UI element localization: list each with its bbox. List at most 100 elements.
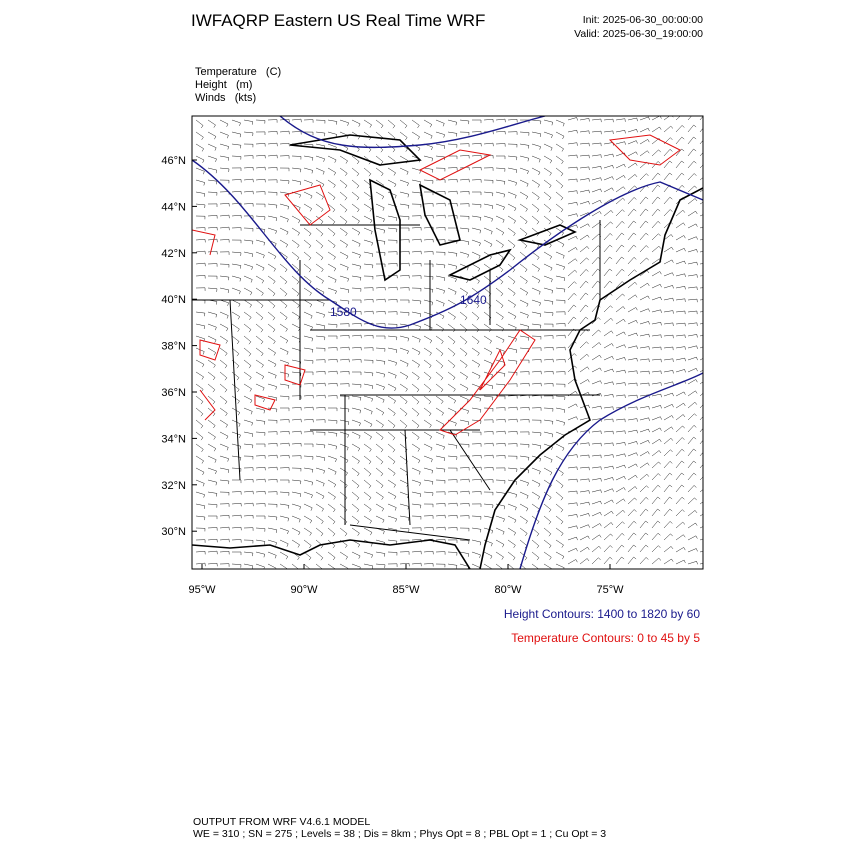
wind-barb: [579, 341, 589, 349]
wind-barb: [423, 155, 434, 162]
wind-barb: [543, 191, 552, 201]
wind-barb: [531, 251, 540, 260]
wind-barb: [243, 515, 254, 519]
wind-barb: [507, 203, 517, 212]
wind-barb: [315, 251, 324, 261]
wind-barb: [591, 430, 602, 435]
wind-barb: [279, 383, 290, 389]
wind-barb: [243, 323, 252, 333]
wind-barb: [519, 215, 528, 225]
wind-barb: [219, 503, 230, 507]
wind-barb: [219, 455, 229, 462]
wind-barb: [543, 395, 554, 399]
wind-barb: [339, 203, 348, 213]
wind-barb: [351, 503, 360, 513]
wind-barb: [351, 491, 360, 501]
wind-barb: [663, 234, 674, 241]
wind-barb: [339, 491, 348, 501]
wind-barb: [555, 359, 566, 363]
wind-barb: [555, 203, 564, 213]
wind-barb: [567, 490, 578, 495]
wind-barb: [651, 220, 661, 229]
wind-barb: [471, 154, 482, 159]
wind-barb: [663, 358, 674, 362]
wind-barb: [651, 370, 662, 375]
wind-barb: [639, 161, 650, 169]
wind-barb: [435, 287, 445, 294]
wind-barb: [291, 167, 302, 173]
wind-barb: [567, 514, 578, 518]
wind-barb: [687, 560, 698, 565]
wind-barb: [327, 431, 338, 437]
wind-barb: [219, 214, 230, 219]
wind-barb: [243, 419, 253, 426]
wind-barb: [195, 359, 205, 368]
wind-barb: [687, 510, 698, 517]
wind-barb: [255, 239, 266, 246]
wind-barb: [231, 239, 242, 244]
wind-barb: [387, 167, 396, 176]
wind-barb: [567, 478, 578, 483]
lake-superior: [289, 134, 422, 166]
wind-barb: [699, 489, 703, 493]
wind-barb: [327, 563, 336, 569]
wind-barb: [483, 155, 494, 159]
wind-barb: [447, 551, 458, 556]
wind-barb: [471, 311, 480, 321]
wind-barb: [315, 419, 326, 423]
wind-barb: [615, 331, 626, 337]
wind-barb: [651, 473, 661, 481]
wind-barb: [255, 154, 266, 159]
wind-barb: [591, 154, 602, 158]
wind-barb: [483, 203, 494, 209]
wind-barb: [267, 527, 278, 533]
wind-barb: [231, 263, 242, 269]
wind-barb: [687, 472, 697, 481]
wind-barb: [303, 311, 313, 319]
wind-barb: [315, 275, 324, 284]
footer-line: WE = 310 ; SN = 275 ; Levels = 38 ; Dis …: [193, 828, 606, 840]
wind-barb: [399, 239, 410, 243]
wind-barb: [423, 479, 434, 485]
wind-barb: [315, 311, 325, 318]
wind-barb: [411, 347, 421, 356]
wind-barb: [699, 476, 703, 481]
wind-barb: [459, 251, 469, 258]
wind-barb: [423, 287, 434, 293]
wind-barb: [327, 119, 338, 125]
wind-barb: [387, 455, 396, 465]
wind-barb: [639, 308, 650, 313]
wind-barb: [627, 232, 637, 241]
wind-barb: [315, 503, 324, 512]
lat-label: 38°N: [161, 341, 186, 353]
wind-barb: [363, 539, 373, 547]
wind-barb: [328, 335, 338, 340]
wind-barb: [279, 275, 288, 285]
wind-barb: [687, 210, 698, 217]
wind-barb: [447, 443, 458, 449]
wind-barb: [303, 563, 311, 569]
wind-barb: [219, 467, 230, 473]
wind-barb: [207, 335, 217, 343]
wind-barb: [195, 419, 204, 429]
wind-barb: [315, 335, 326, 341]
wind-barb: [591, 222, 602, 229]
wind-barb: [627, 406, 638, 411]
wind-barb: [531, 215, 540, 225]
wind-barb: [423, 395, 432, 405]
wind-barb: [243, 359, 252, 369]
wind-barb: [435, 503, 446, 507]
wind-barb: [256, 515, 266, 520]
wind-barb: [399, 250, 410, 255]
wind-barb: [459, 395, 469, 403]
wind-barb: [423, 251, 434, 255]
wind-barb: [279, 227, 289, 235]
wind-barb: [615, 369, 626, 374]
wind-barb: [243, 227, 254, 232]
wind-barb: [579, 292, 589, 301]
wind-barb: [435, 335, 444, 345]
wind-barb: [675, 472, 685, 481]
wind-barb: [447, 275, 457, 283]
wind-barb: [579, 223, 590, 229]
wind-barb: [651, 172, 661, 181]
